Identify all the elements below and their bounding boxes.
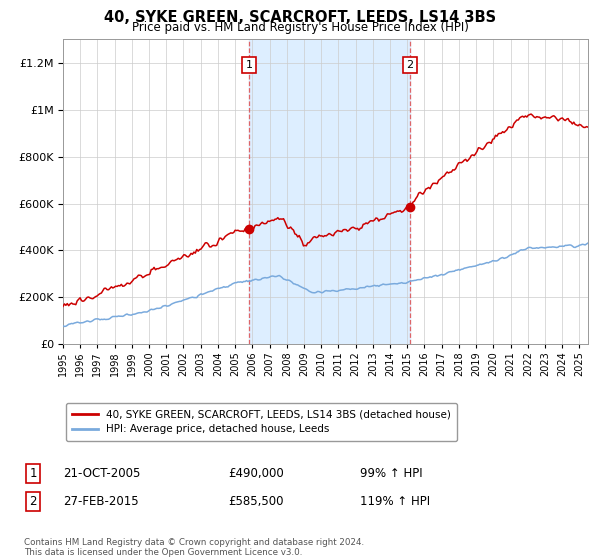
Legend: 40, SYKE GREEN, SCARCROFT, LEEDS, LS14 3BS (detached house), HPI: Average price,: 40, SYKE GREEN, SCARCROFT, LEEDS, LS14 3… [65, 403, 457, 441]
Text: Price paid vs. HM Land Registry's House Price Index (HPI): Price paid vs. HM Land Registry's House … [131, 21, 469, 34]
Text: 1: 1 [245, 60, 253, 70]
Text: 27-FEB-2015: 27-FEB-2015 [63, 494, 139, 508]
Text: 119% ↑ HPI: 119% ↑ HPI [360, 494, 430, 508]
Text: 40, SYKE GREEN, SCARCROFT, LEEDS, LS14 3BS: 40, SYKE GREEN, SCARCROFT, LEEDS, LS14 3… [104, 10, 496, 25]
Text: £490,000: £490,000 [228, 466, 284, 480]
Text: 1: 1 [29, 466, 37, 480]
Text: Contains HM Land Registry data © Crown copyright and database right 2024.
This d: Contains HM Land Registry data © Crown c… [24, 538, 364, 557]
Text: £585,500: £585,500 [228, 494, 284, 508]
Text: 2: 2 [406, 60, 413, 70]
Bar [249, 39, 410, 344]
Text: 21-OCT-2005: 21-OCT-2005 [63, 466, 140, 480]
Text: 2: 2 [29, 494, 37, 508]
Text: 99% ↑ HPI: 99% ↑ HPI [360, 466, 422, 480]
